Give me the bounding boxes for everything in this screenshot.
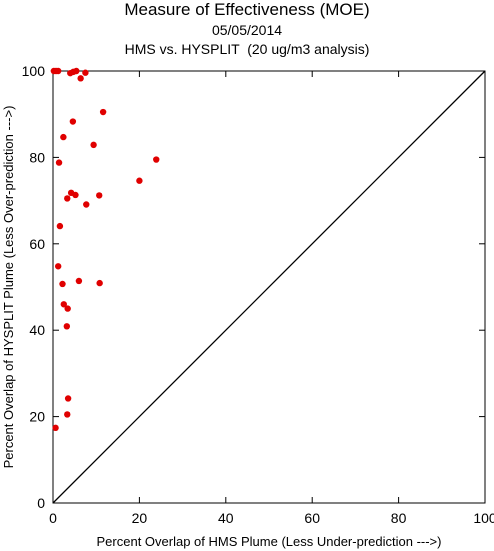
data-point: [54, 263, 62, 270]
plot-frame: [52, 70, 486, 504]
data-point: [90, 141, 97, 149]
data-point: [64, 195, 71, 202]
data-point: [59, 280, 66, 288]
y-tick-label: 60: [29, 236, 45, 252]
data-point: [77, 75, 84, 82]
chart-subtitle-analysis: HMS vs. HYSPLIT (20 ug/m3 analysis): [124, 41, 370, 57]
data-point: [136, 177, 143, 184]
x-tick-label: 0: [49, 510, 57, 526]
data-point: [69, 118, 77, 125]
data-point: [99, 108, 107, 116]
data-point: [96, 192, 103, 199]
chart-subtitle-date: 05/05/2014: [211, 22, 283, 38]
y-tick-label: 20: [29, 409, 45, 425]
x-tick-label: 40: [218, 510, 234, 526]
y-tick-label: 80: [29, 149, 45, 165]
data-point: [56, 222, 64, 230]
data-point: [96, 279, 103, 287]
data-point: [60, 133, 67, 141]
data-point: [54, 67, 62, 75]
data-point: [83, 201, 90, 208]
data-point: [82, 69, 89, 76]
reference-line-y-equals-x: [52, 70, 486, 504]
data-points: [50, 67, 160, 432]
x-tick-label: 100: [473, 510, 494, 526]
chart-title: Measure of Effectiveness (MOE): [124, 0, 370, 19]
x-tick-label: 20: [132, 510, 148, 526]
y-tick-label: 100: [22, 63, 46, 79]
data-point: [75, 277, 83, 285]
data-point: [153, 156, 160, 163]
data-point: [55, 159, 63, 166]
data-point: [64, 305, 71, 312]
data-point: [72, 191, 79, 199]
data-point: [52, 424, 59, 432]
data-point: [63, 323, 71, 330]
data-point: [64, 395, 72, 402]
y-axis-label: Percent Overlap of HYSPLIT Plume (Less O…: [1, 106, 16, 469]
x-tick-label: 60: [304, 510, 320, 526]
y-tick-label: 0: [37, 495, 45, 511]
y-tick-label: 40: [29, 322, 45, 338]
data-point: [60, 301, 67, 308]
x-axis: 0 20 40 60 80 100: [49, 71, 494, 526]
x-tick-label: 80: [391, 510, 407, 526]
x-axis-label: Percent Overlap of HMS Plume (Less Under…: [97, 534, 442, 549]
data-point: [64, 411, 71, 418]
data-point: [73, 67, 80, 75]
y-axis: 0 20 40 60 80 100: [22, 63, 485, 511]
